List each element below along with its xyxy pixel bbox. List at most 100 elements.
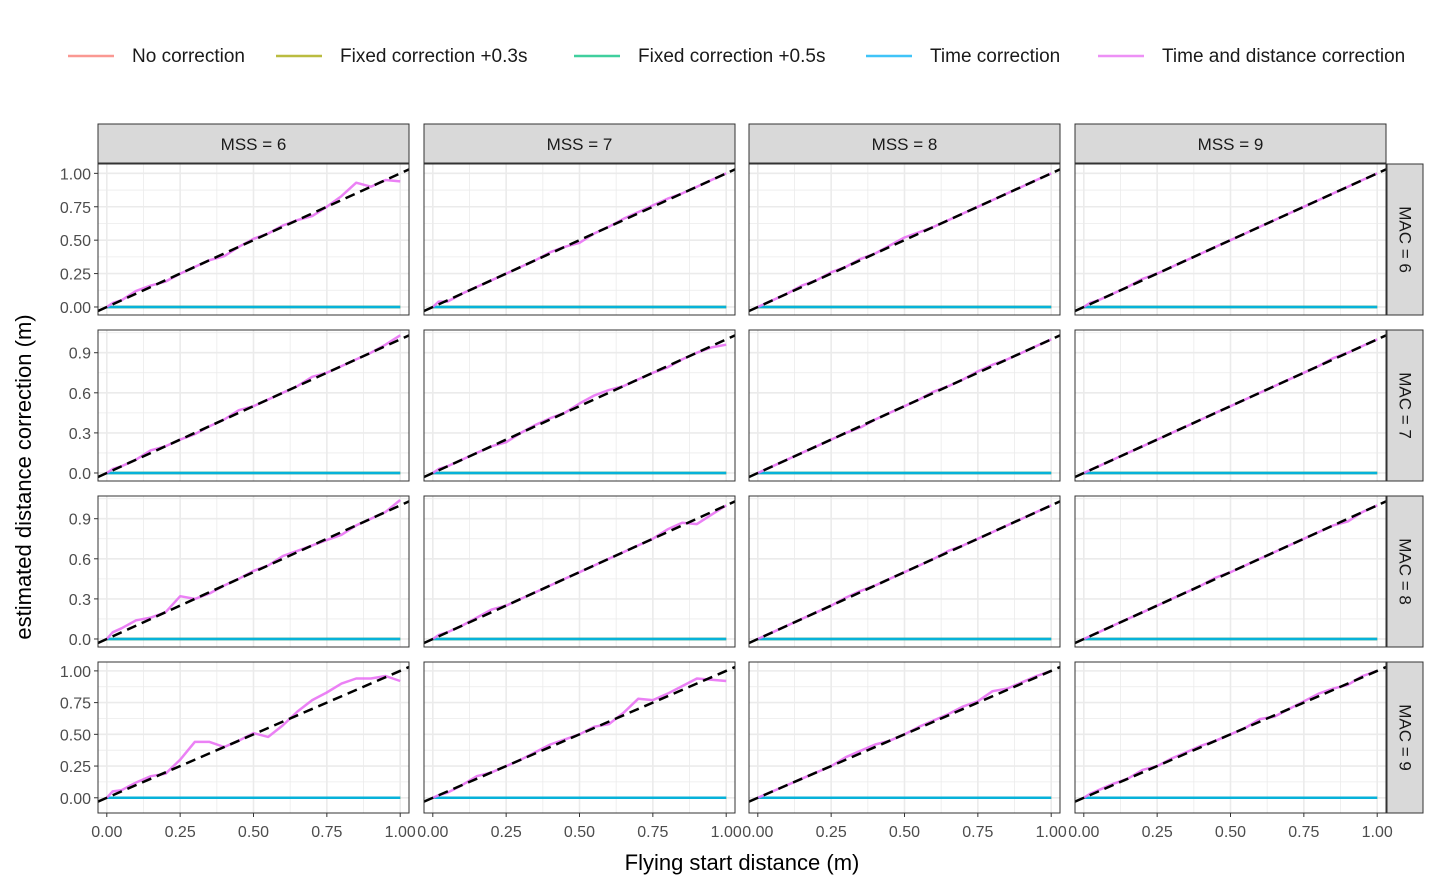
y-tick-label: 0.9 [69, 512, 91, 529]
panel [423, 163, 736, 316]
panel [423, 329, 736, 482]
y-tick-label: 0.25 [60, 267, 91, 284]
reference-line [749, 334, 1060, 479]
panel [1074, 163, 1387, 316]
legend-label: Fixed correction +0.5s [638, 46, 825, 67]
x-tick-label: 1.00 [1362, 824, 1393, 841]
y-tick-label: 0.25 [60, 759, 91, 776]
facet-strip-label: MAC = 8 [1396, 538, 1415, 605]
reference-line [424, 500, 735, 645]
y-tick-label: 0.6 [69, 386, 91, 403]
legend: No correction Fixed correction +0.3s Fixed… [68, 46, 1405, 67]
panel-border [748, 163, 1061, 316]
facet-strip-column [423, 123, 736, 164]
x-tick-label: 0.75 [311, 824, 342, 841]
x-tick-label: 0.00 [1068, 824, 1099, 841]
x-tick-label: 0.00 [417, 824, 448, 841]
x-tick-label: 0.25 [1142, 824, 1173, 841]
x-tick-label: 0.25 [165, 824, 196, 841]
panel-border [1074, 495, 1387, 648]
facet-strip-label: MAC = 9 [1396, 704, 1415, 771]
x-tick-label: 0.50 [238, 824, 269, 841]
y-tick-label: 0.0 [69, 632, 91, 649]
facet-strip-label: MSS = 7 [547, 135, 613, 154]
x-tick-label: 0.50 [889, 824, 920, 841]
x-tick-label: 0.00 [742, 824, 773, 841]
y-axis-title: estimated distance correction (m) [11, 314, 36, 639]
facet-strip-row [1386, 163, 1424, 316]
plot-panels: MSS = 6 MSS = 7 MSS = 8 MSS = 9 MAC = 6 MAC =… [60, 123, 1424, 841]
legend-label: Fixed correction +0.3s [340, 46, 527, 67]
panel: 0.0 0.3 0.6 0.9 [69, 329, 410, 483]
reference-line [1075, 168, 1386, 313]
panel: 0.00 0.25 0.50 0.75 1.00 [60, 163, 410, 317]
facet-strip-label: MAC = 7 [1396, 372, 1415, 439]
x-tick-label: 1.00 [1036, 824, 1067, 841]
panel: 0.0 0.3 0.6 0.9 [69, 495, 410, 649]
panel-border [423, 329, 736, 482]
panel [748, 163, 1061, 316]
x-tick-label: 1.00 [711, 824, 742, 841]
facet-strip-column [748, 123, 1061, 164]
facet-strip-label: MAC = 6 [1396, 206, 1415, 273]
y-tick-label: 0.6 [69, 552, 91, 569]
panel-border [423, 163, 736, 316]
x-tick-label: 1.00 [385, 824, 416, 841]
legend-label: No correction [132, 46, 245, 67]
y-tick-label: 0.0 [69, 466, 91, 483]
x-tick-label: 0.25 [816, 824, 847, 841]
legend-label: Time and distance correction [1162, 46, 1405, 67]
reference-line [749, 500, 1060, 645]
x-tick-label: 0.75 [1288, 824, 1319, 841]
panel-border [97, 163, 410, 316]
x-axis-title: Flying start distance (m) [625, 850, 860, 875]
facet-strip-label: MSS = 8 [872, 135, 938, 154]
panel-border [748, 495, 1061, 648]
y-tick-label: 1.00 [60, 664, 91, 681]
panel-border [1074, 329, 1387, 482]
x-tick-label: 0.50 [564, 824, 595, 841]
reference-line [424, 168, 735, 313]
panel [1074, 329, 1387, 482]
panel [1074, 495, 1387, 648]
panel [423, 495, 736, 648]
x-tick-label: 0.50 [1215, 824, 1246, 841]
panel [748, 329, 1061, 482]
reference-line [98, 500, 409, 645]
y-tick-label: 0.00 [60, 791, 91, 808]
panel-border [748, 329, 1061, 482]
facet-strip-label: MSS = 9 [1198, 135, 1264, 154]
panel-border [1074, 163, 1387, 316]
panel: 0.00 0.25 0.50 0.75 1.00 [417, 661, 742, 841]
x-tick-label: 0.75 [637, 824, 668, 841]
x-tick-label: 0.25 [491, 824, 522, 841]
reference-line [98, 334, 409, 479]
panel: 0.00 0.25 0.50 0.75 1.00 [1068, 661, 1393, 841]
reference-line [1075, 665, 1386, 803]
x-tick-label: 0.75 [962, 824, 993, 841]
facet-strip-column [97, 123, 410, 164]
reference-line [98, 665, 409, 803]
y-tick-label: 0.50 [60, 727, 91, 744]
reference-line [1075, 500, 1386, 645]
y-tick-label: 0.9 [69, 346, 91, 363]
facet-strip-row [1386, 329, 1424, 482]
reference-line [749, 665, 1060, 803]
panel-border [423, 495, 736, 648]
y-tick-label: 0.75 [60, 200, 91, 217]
panel: 0.00 0.25 0.50 0.75 1.00 0.00 0.25 0.50 0.75 1.00 [60, 661, 416, 841]
reference-line [424, 665, 735, 803]
y-tick-label: 0.75 [60, 696, 91, 713]
legend-label: Time correction [930, 46, 1060, 67]
reference-line [1075, 334, 1386, 479]
panel-border [97, 495, 410, 648]
reference-line [98, 168, 409, 313]
panel: 0.00 0.25 0.50 0.75 1.00 [742, 661, 1067, 841]
facet-strip-row [1386, 495, 1424, 648]
x-tick-label: 0.00 [91, 824, 122, 841]
facet-strip-column [1074, 123, 1387, 164]
y-tick-label: 0.50 [60, 233, 91, 250]
y-tick-label: 0.3 [69, 426, 91, 443]
y-tick-label: 0.3 [69, 592, 91, 609]
